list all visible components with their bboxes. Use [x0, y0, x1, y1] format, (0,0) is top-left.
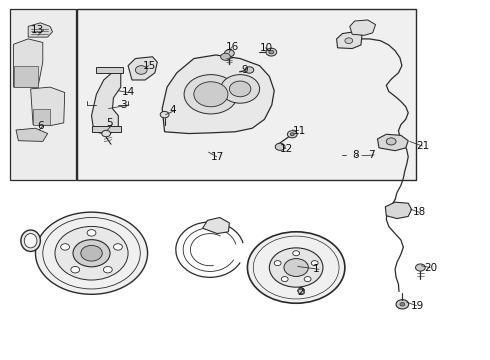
- Polygon shape: [377, 134, 408, 151]
- Circle shape: [55, 226, 128, 280]
- Text: 15: 15: [143, 61, 156, 71]
- Text: 19: 19: [411, 301, 424, 311]
- Polygon shape: [162, 55, 274, 134]
- Circle shape: [194, 82, 228, 107]
- Text: 11: 11: [293, 126, 306, 136]
- Ellipse shape: [24, 234, 37, 248]
- Circle shape: [386, 138, 396, 145]
- Bar: [10, 9, 76, 180]
- Circle shape: [293, 251, 299, 256]
- Text: 5: 5: [106, 118, 113, 128]
- Circle shape: [160, 111, 169, 118]
- Polygon shape: [128, 57, 157, 80]
- Circle shape: [184, 75, 238, 114]
- Circle shape: [288, 131, 297, 138]
- Text: 14: 14: [122, 87, 135, 98]
- Polygon shape: [92, 126, 121, 132]
- Bar: [77, 9, 416, 180]
- Circle shape: [311, 261, 318, 266]
- Polygon shape: [28, 23, 52, 37]
- Circle shape: [290, 133, 294, 136]
- Circle shape: [304, 276, 311, 282]
- Circle shape: [102, 130, 111, 137]
- Circle shape: [81, 246, 102, 261]
- Text: 7: 7: [368, 150, 375, 160]
- Polygon shape: [92, 69, 121, 134]
- Circle shape: [220, 75, 260, 103]
- Circle shape: [284, 258, 308, 276]
- Circle shape: [229, 81, 251, 97]
- Polygon shape: [14, 39, 43, 87]
- Circle shape: [270, 248, 323, 287]
- Text: 20: 20: [424, 262, 438, 273]
- Circle shape: [274, 261, 281, 266]
- Text: 13: 13: [31, 25, 45, 35]
- Polygon shape: [30, 87, 65, 126]
- Polygon shape: [350, 20, 375, 35]
- Polygon shape: [16, 128, 48, 141]
- Circle shape: [269, 50, 274, 54]
- Text: 17: 17: [211, 152, 224, 162]
- Polygon shape: [33, 109, 50, 125]
- Circle shape: [396, 300, 409, 309]
- Polygon shape: [385, 202, 412, 219]
- Polygon shape: [97, 67, 123, 73]
- Circle shape: [245, 67, 254, 73]
- Circle shape: [61, 244, 70, 250]
- Text: 3: 3: [120, 100, 126, 110]
- Text: 8: 8: [352, 150, 359, 160]
- Text: 16: 16: [225, 42, 239, 52]
- Circle shape: [73, 240, 110, 267]
- Circle shape: [103, 266, 112, 273]
- Polygon shape: [202, 217, 229, 234]
- Polygon shape: [337, 32, 362, 49]
- Text: 4: 4: [170, 105, 176, 115]
- Circle shape: [247, 232, 345, 303]
- Polygon shape: [14, 66, 38, 87]
- Text: 18: 18: [413, 207, 426, 217]
- Circle shape: [297, 288, 304, 293]
- Circle shape: [224, 50, 234, 57]
- Text: 2: 2: [297, 287, 304, 297]
- Circle shape: [35, 212, 147, 294]
- Text: 21: 21: [416, 141, 430, 151]
- Ellipse shape: [21, 230, 40, 251]
- Circle shape: [71, 266, 79, 273]
- Text: 6: 6: [37, 121, 44, 131]
- Circle shape: [114, 244, 122, 250]
- Text: 9: 9: [242, 65, 248, 75]
- Circle shape: [400, 302, 405, 306]
- Text: 10: 10: [260, 43, 273, 53]
- Circle shape: [281, 276, 288, 282]
- Circle shape: [416, 264, 425, 271]
- Circle shape: [275, 143, 285, 150]
- Text: 12: 12: [280, 144, 294, 154]
- Polygon shape: [297, 289, 304, 293]
- Circle shape: [220, 53, 230, 60]
- Circle shape: [87, 230, 96, 236]
- Text: 1: 1: [313, 264, 320, 274]
- Circle shape: [345, 38, 353, 44]
- Circle shape: [135, 66, 147, 74]
- Circle shape: [266, 48, 277, 56]
